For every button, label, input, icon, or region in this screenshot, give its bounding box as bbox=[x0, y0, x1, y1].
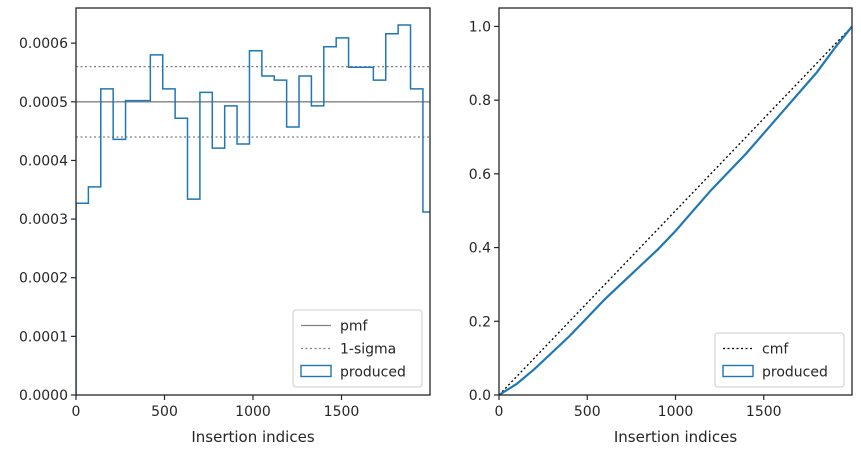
y-tick-label: 0.0001 bbox=[19, 329, 68, 345]
y-tick-label: 0.0004 bbox=[19, 153, 68, 169]
y-tick-label: 0.0005 bbox=[19, 95, 68, 111]
legend-swatch-produced bbox=[300, 364, 332, 378]
legend-label-pmf: pmf bbox=[340, 319, 369, 335]
x-tick-label: 1500 bbox=[324, 404, 360, 420]
histogram-produced bbox=[76, 24, 430, 395]
y-tick-label: 0.0 bbox=[469, 388, 491, 404]
y-tick-label: 0.0003 bbox=[19, 212, 68, 228]
plot-area-2 bbox=[499, 25, 852, 395]
x-tick-label: 1000 bbox=[658, 404, 694, 420]
y-tick-label: 0.6 bbox=[469, 167, 491, 183]
chart-2: 0 500 1000 1500 0.0 0.2 0.4 0.6 0.8 1.0 Insertion … bbox=[469, 7, 853, 446]
legend-2: cmf produced bbox=[714, 332, 845, 388]
x-tick-label: 0 bbox=[495, 404, 504, 420]
y-tick-label: 0.4 bbox=[469, 241, 491, 257]
y-tick-label: 1.0 bbox=[469, 19, 491, 35]
x-axis-label: Insertion indices bbox=[191, 428, 314, 446]
legend-swatch-produced bbox=[722, 364, 754, 378]
y-tick-label: 0.0006 bbox=[19, 36, 68, 52]
x-tick-label: 500 bbox=[574, 404, 601, 420]
legend-label-produced: produced bbox=[340, 365, 406, 381]
legend-frame bbox=[714, 332, 845, 388]
chart-1: 0 500 1000 1500 0.0000 0.0001 0.0002 0.0003 0.00… bbox=[19, 7, 431, 446]
y-tick-label: 0.2 bbox=[469, 314, 491, 330]
y-tick-label: 0.8 bbox=[469, 93, 491, 109]
x-tick-label: 1000 bbox=[235, 404, 271, 420]
legend-label-produced: produced bbox=[762, 365, 828, 381]
x-tick-label: 500 bbox=[151, 404, 178, 420]
series-produced bbox=[499, 25, 852, 395]
legend-1: pmf 1-sigma produced bbox=[292, 309, 423, 388]
plot-area-1 bbox=[76, 24, 430, 395]
x-tick-label: 1500 bbox=[746, 404, 782, 420]
x-axis-label: Insertion indices bbox=[614, 428, 737, 446]
y-tick-label: 0.0002 bbox=[19, 271, 68, 287]
x-tick-label: 0 bbox=[72, 404, 81, 420]
y-tick-label: 0.0000 bbox=[19, 388, 68, 404]
legend-label-1-sigma: 1-sigma bbox=[340, 342, 396, 358]
legend-label-cmf: cmf bbox=[762, 342, 789, 358]
legend-frame bbox=[292, 309, 423, 388]
